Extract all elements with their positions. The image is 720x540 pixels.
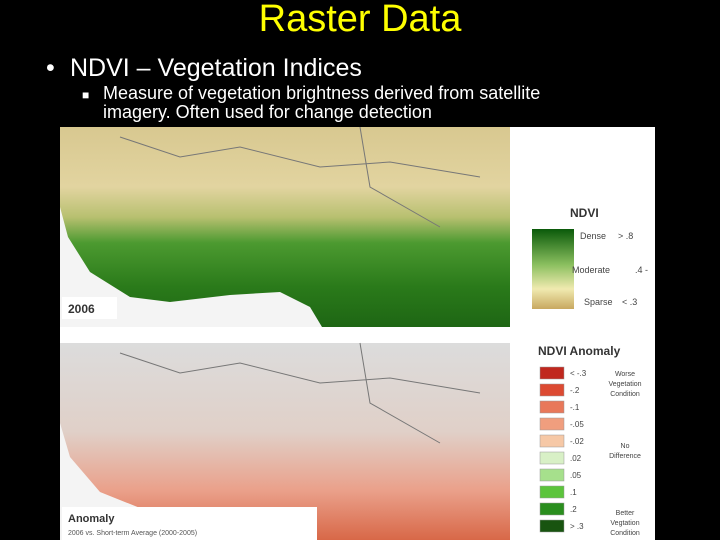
- ocean: [60, 207, 322, 327]
- legend-swatch: [539, 366, 565, 380]
- borders: [119, 342, 481, 444]
- legend-swatch: [539, 434, 565, 448]
- legend-swatch: [539, 519, 565, 533]
- legend-title: NDVI Anomaly: [538, 344, 621, 358]
- legend-label: .1: [570, 488, 577, 497]
- legend-note: Worse: [615, 371, 635, 378]
- legend-swatch: [539, 383, 565, 397]
- legend-label: -.05: [570, 420, 584, 429]
- legend-label: Dense: [580, 231, 606, 241]
- legend-label: .4 -: [635, 265, 648, 275]
- legend-swatch: [539, 468, 565, 482]
- legend-label: Moderate: [572, 265, 610, 275]
- legend-note: Condition: [610, 391, 640, 398]
- legend-title: NDVI: [570, 206, 599, 220]
- sub-bullet-line: Measure of vegetation brightness derived…: [103, 83, 541, 103]
- figure: 2006 NDVI Dense > .8 Moderate .4 - Spars…: [60, 127, 655, 540]
- sub-bullet-line: imagery. Often used for change detection: [103, 102, 432, 122]
- legend-note: Vegetation: [608, 381, 641, 388]
- legend-swatch: [539, 485, 565, 499]
- legend-label: .05: [570, 471, 582, 480]
- year-label: 2006: [68, 302, 95, 316]
- anomaly-label: Anomaly: [68, 513, 115, 525]
- legend-swatch: [539, 400, 565, 414]
- legend-note: Vegtation: [610, 520, 639, 527]
- legend-label: .02: [570, 454, 582, 463]
- legend-swatch: [539, 451, 565, 465]
- year-box: [62, 297, 117, 319]
- sub-bullet-marker: ■: [82, 88, 90, 102]
- legend-label: Sparse: [584, 297, 613, 307]
- legend-label: -.2: [570, 386, 580, 395]
- legend-label: > .3: [570, 522, 584, 531]
- legend-label: > .8: [618, 231, 633, 241]
- legend-label: -.02: [570, 437, 584, 446]
- ndvi-map: [60, 127, 510, 327]
- ndvi-legend-ramp: [532, 229, 574, 309]
- sub-bullet: Measure of vegetation brightness derived…: [103, 84, 540, 122]
- legend-label: .2: [570, 505, 577, 514]
- bullet-dot: •: [46, 54, 55, 82]
- legend-note: Better: [616, 510, 635, 517]
- legend-swatch: [539, 417, 565, 431]
- slide-title: Raster Data: [258, 0, 462, 40]
- caption-box: [62, 507, 317, 540]
- anomaly-legend: < -.3 -.2 -.1 -.05 -.02 .02 .05 .1 .2 > .3 Worse Ve…: [539, 366, 642, 537]
- bullet: NDVI – Vegetation Indices: [70, 54, 362, 82]
- legend-label: < .3: [622, 297, 637, 307]
- anomaly-caption: 2006 vs. Short-term Average (2000-2005): [68, 530, 197, 537]
- legend-label: -.1: [570, 403, 580, 412]
- legend-swatch: [539, 502, 565, 516]
- legend-note: No: [621, 443, 630, 450]
- borders: [119, 127, 481, 228]
- legend-note: Difference: [609, 453, 641, 460]
- legend-note: Condition: [610, 530, 640, 537]
- legend-label: < -.3: [570, 369, 587, 378]
